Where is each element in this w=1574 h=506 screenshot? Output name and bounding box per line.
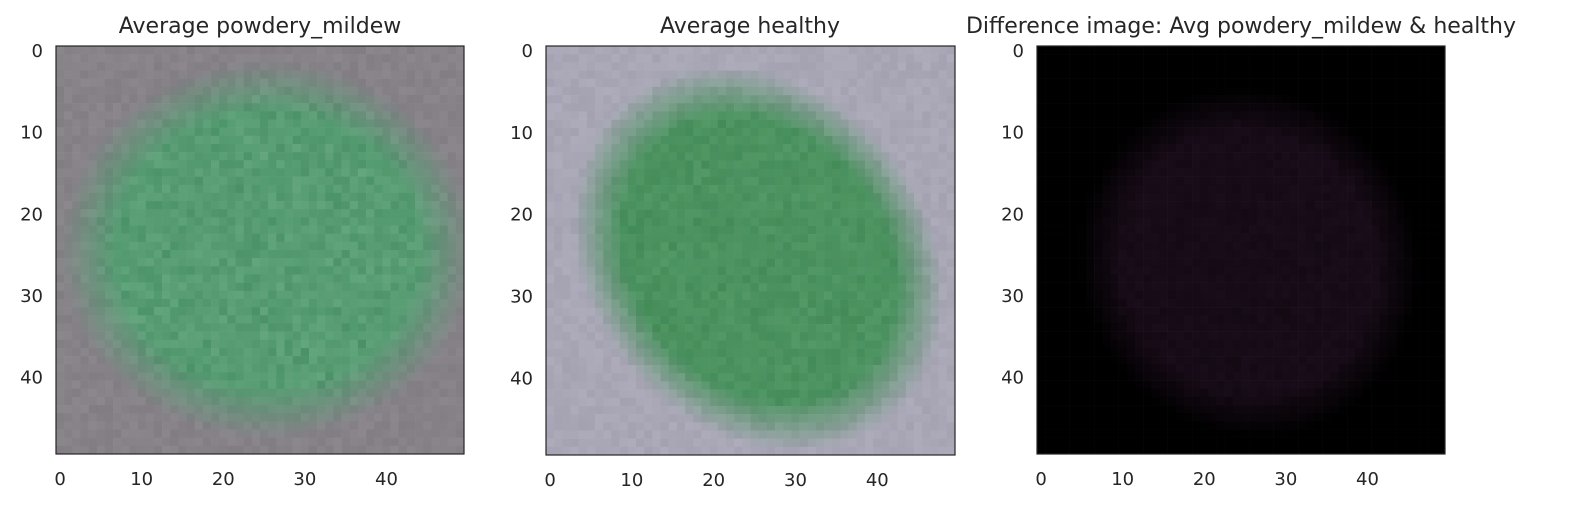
y-tick-label: 40: [1001, 367, 1024, 388]
panel-title: Average healthy: [660, 14, 840, 39]
y-tick-label: 40: [510, 368, 533, 389]
panel-title: Average powdery_mildew: [119, 14, 401, 39]
y-tick-label: 10: [510, 123, 533, 144]
x-tick-label: 20: [212, 469, 235, 490]
axes-frame: [1036, 45, 1446, 455]
panel-2: Average healthy 0 10 20 30 40 0 10 20 30 40: [510, 14, 956, 491]
x-tick-label: 10: [620, 470, 643, 491]
y-tick-label: 0: [32, 41, 43, 62]
image-pixels: [546, 46, 956, 456]
y-tick-label: 30: [1001, 286, 1024, 307]
x-tick-label: 0: [1035, 469, 1046, 490]
y-tick-label: 40: [20, 367, 43, 388]
x-tick-label: 40: [866, 470, 889, 491]
y-tick-label: 0: [522, 41, 533, 62]
x-tick-label: 40: [1356, 469, 1379, 490]
panel-3: Difference image: Avg powdery_mildew & h…: [966, 14, 1516, 490]
y-tick-label: 20: [20, 204, 43, 225]
y-tick-label: 10: [1001, 123, 1024, 144]
x-tick-label: 0: [544, 470, 555, 491]
x-tick-label: 30: [784, 470, 807, 491]
x-tick-label: 20: [702, 470, 725, 491]
y-tick-label: 30: [20, 286, 43, 307]
image-pixels: [56, 46, 465, 455]
axes-frame: [545, 45, 956, 456]
y-tick-label: 20: [510, 205, 533, 226]
x-tick-label: 30: [1274, 469, 1297, 490]
y-tick-label: 0: [1013, 41, 1024, 62]
axes-frame: [55, 45, 465, 455]
x-tick-label: 0: [54, 469, 65, 490]
x-tick-label: 30: [293, 469, 316, 490]
x-tick-label: 10: [1111, 469, 1134, 490]
y-tick-label: 30: [510, 286, 533, 307]
x-tick-label: 20: [1193, 469, 1216, 490]
image-pixels: [1037, 46, 1446, 455]
x-tick-label: 10: [130, 469, 153, 490]
panel-title: Difference image: Avg powdery_mildew & h…: [966, 14, 1516, 39]
y-tick-label: 20: [1001, 204, 1024, 225]
x-tick-label: 40: [375, 469, 398, 490]
y-tick-label: 10: [20, 123, 43, 144]
panel-1: Average powdery_mildew 0 10 20 30 40 0 10 20 30 40: [20, 14, 465, 490]
